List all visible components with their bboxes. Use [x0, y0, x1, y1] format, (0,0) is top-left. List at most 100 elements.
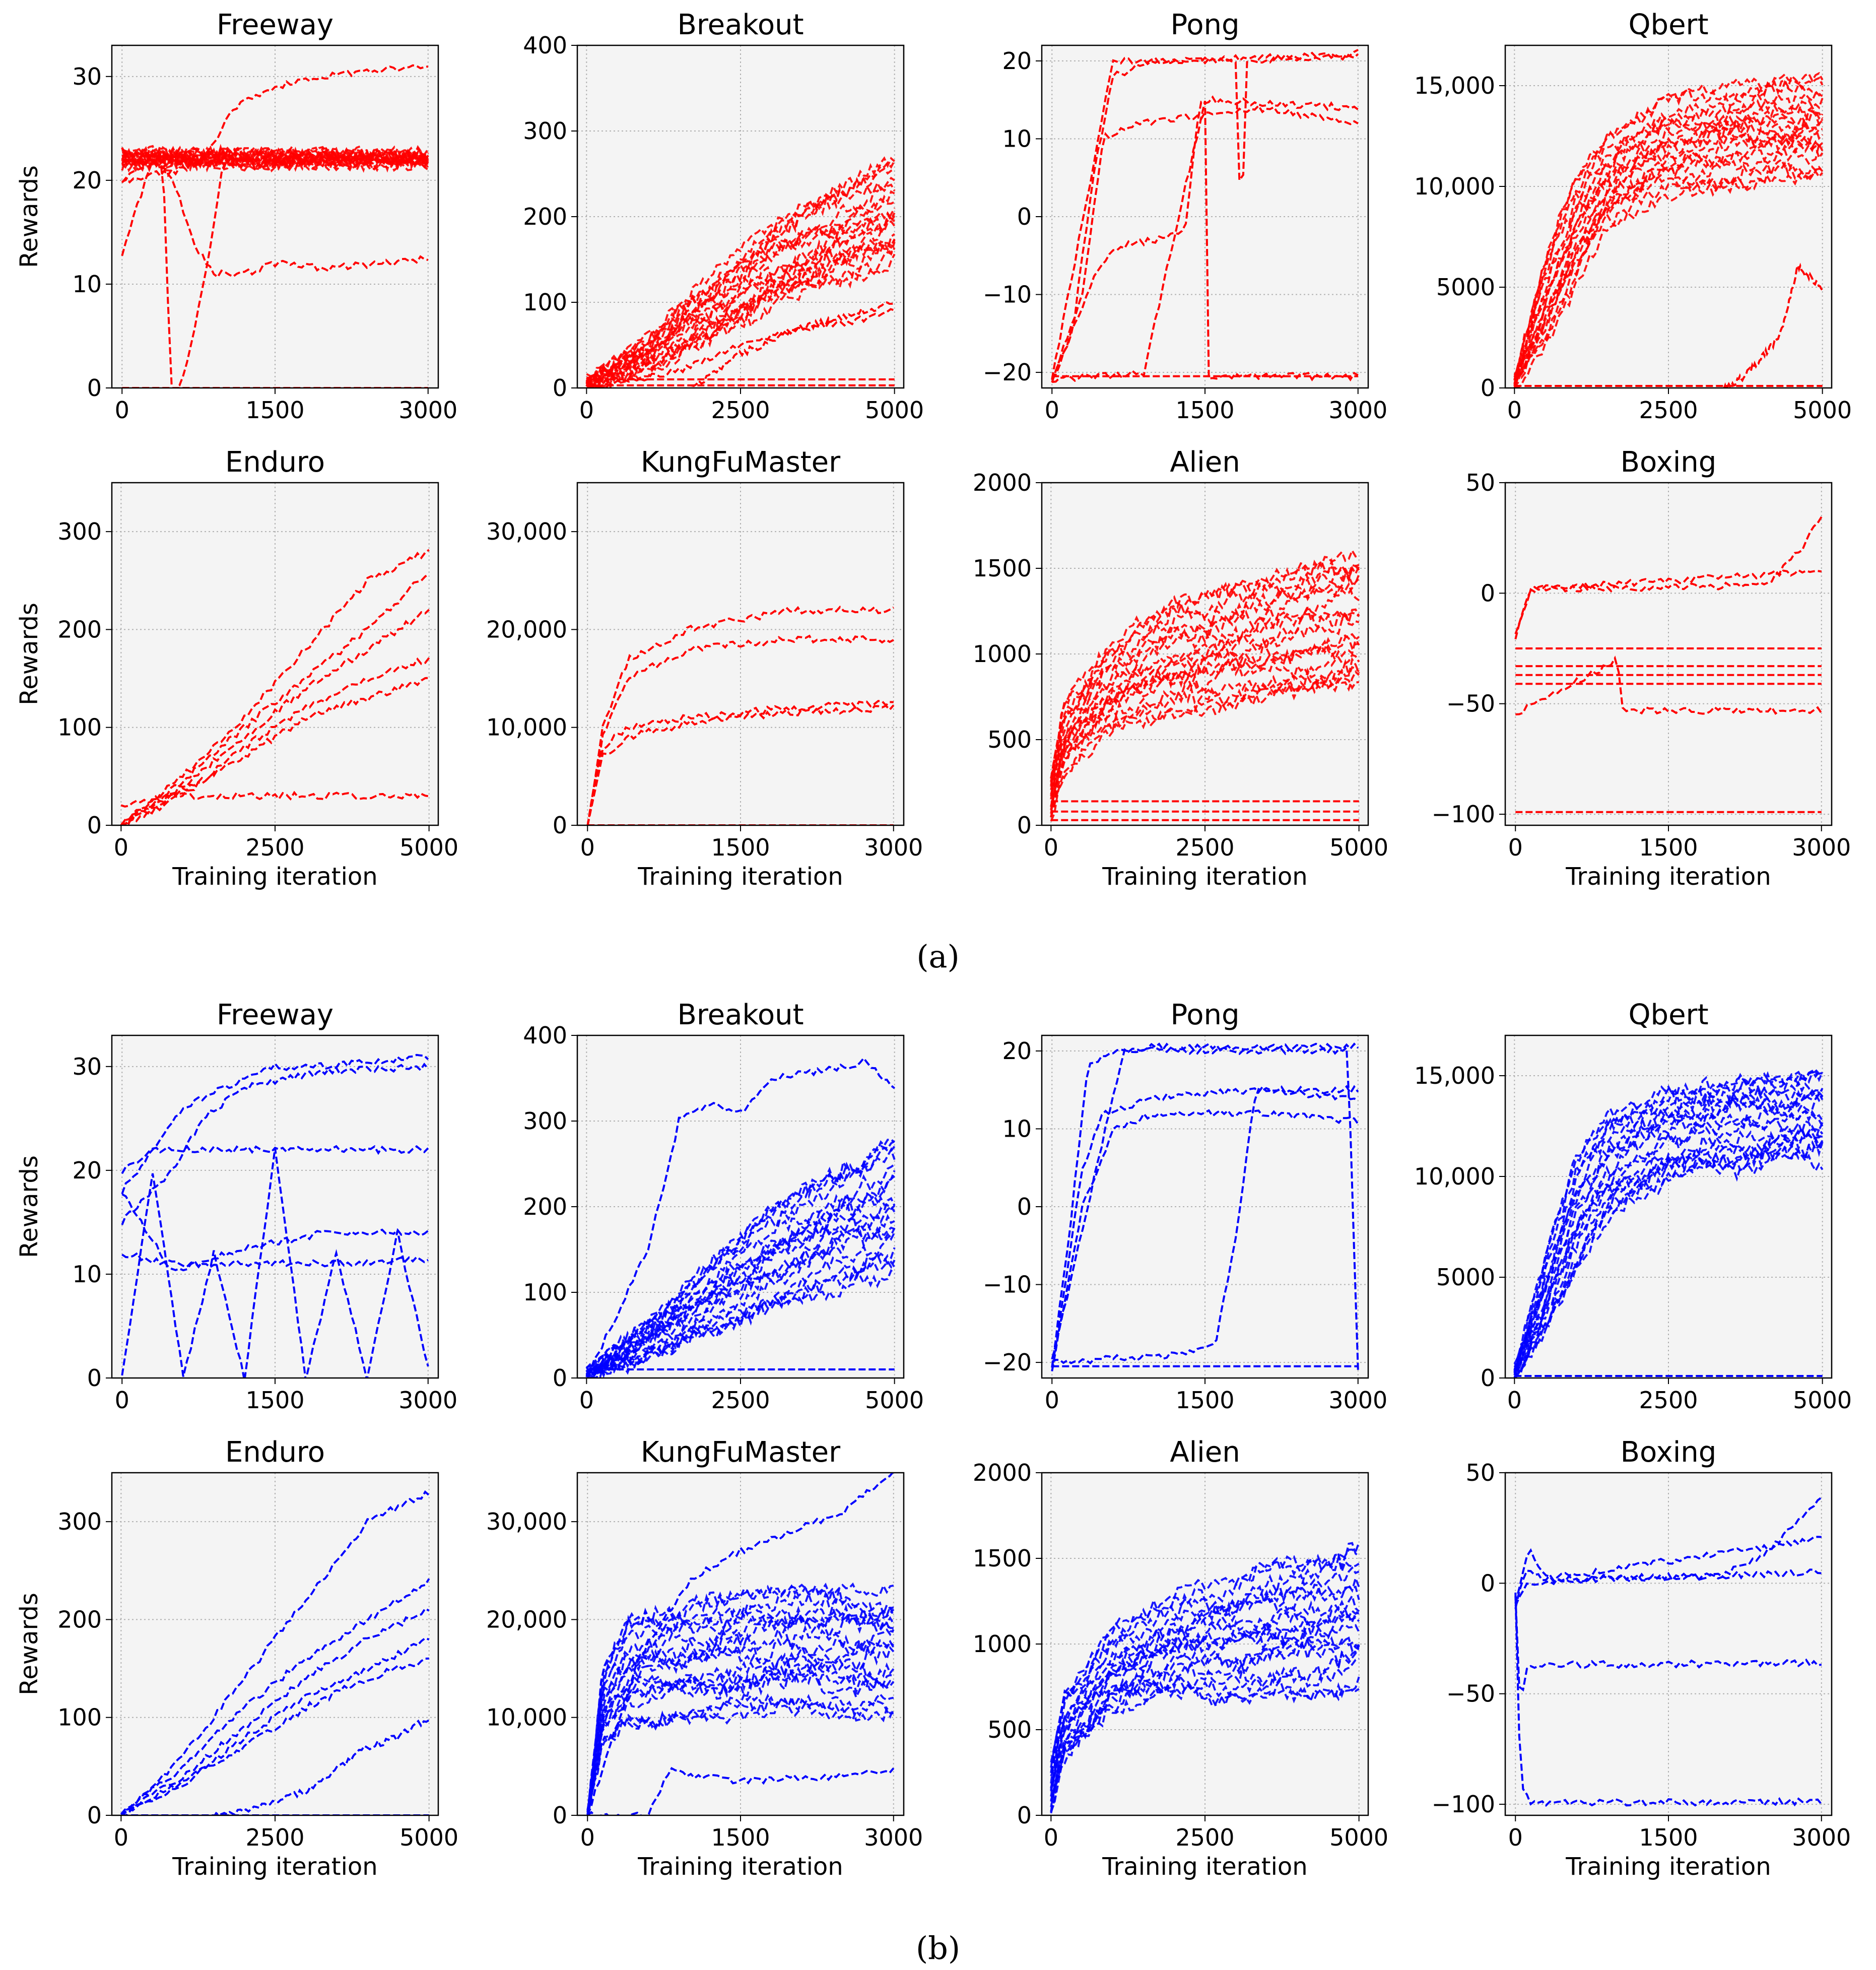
series-line-band — [1050, 577, 1360, 791]
x-tick-label: 2500 — [1639, 1387, 1698, 1414]
series-line-spike — [1051, 49, 1359, 380]
series-line-band — [1050, 1643, 1360, 1797]
x-tick-label: 3000 — [864, 834, 923, 861]
series-line-band — [586, 1607, 894, 1815]
y-tick-label: 0 — [553, 812, 567, 839]
chart-title: Boxing — [1621, 1436, 1717, 1469]
y-tick-label: 20 — [72, 1157, 102, 1184]
y-tick-label: 300 — [523, 117, 567, 145]
series-line-band — [586, 160, 896, 381]
x-tick-label: 2500 — [1175, 834, 1234, 861]
series-line-drop — [1051, 1085, 1359, 1365]
y-tick-label: 2000 — [973, 469, 1032, 496]
y-tick-label: 100 — [523, 289, 567, 316]
x-tick-label: 0 — [579, 1387, 594, 1414]
y-tick-label: 300 — [57, 1508, 102, 1535]
x-tick-label: 0 — [580, 1824, 595, 1851]
y-tick-label: 50 — [1465, 1459, 1495, 1486]
series-line-mid — [1514, 1536, 1822, 1609]
y-tick-label: 0 — [553, 1802, 567, 1829]
series-line-band — [1050, 1631, 1360, 1802]
plot-frame — [111, 44, 439, 389]
y-tick-label: 20 — [1002, 1037, 1032, 1065]
x-tick-label: 0 — [114, 1824, 128, 1851]
series-line-band — [1513, 99, 1824, 377]
panel-b-kungfumaster: 0 10,000 20,000 30,000 0 1500 3000 KungFuMaster… — [486, 1436, 923, 1881]
x-tick-label: 5000 — [399, 1824, 458, 1851]
x-tick-label: 5000 — [1793, 1387, 1852, 1414]
series-group — [1514, 1496, 1823, 1807]
plot-frame — [1041, 1034, 1369, 1379]
panel-a-enduro: 0 100 200 300 0 2500 5000 Enduro Rewards Training… — [15, 446, 458, 891]
series-line-band — [1050, 1554, 1360, 1774]
series-line-band — [1050, 565, 1360, 783]
series-line-band — [585, 253, 896, 388]
x-tick-label: 0 — [1044, 834, 1058, 861]
y-tick-label: 100 — [523, 1279, 567, 1306]
y-axis-label: Rewards — [15, 165, 43, 268]
chart-title: Pong — [1170, 999, 1239, 1031]
panel-a-breakout: 0 100 200 300 400 0 2500 5000 Breakout — [523, 9, 924, 424]
series-line-mid — [121, 1144, 429, 1174]
chart-title: Qbert — [1628, 9, 1708, 41]
y-tick-label: 200 — [523, 203, 567, 230]
x-axis-label: Training iteration — [1565, 1853, 1771, 1881]
series-line-s4 — [124, 1637, 430, 1815]
x-tick-label: 1500 — [245, 1387, 304, 1414]
series-line-band — [585, 1214, 895, 1375]
panel-a-pong: −20 −10 0 10 20 0 1500 3000 Pong — [983, 9, 1387, 424]
series-line-top — [121, 64, 429, 184]
series-line-s3 — [120, 657, 430, 825]
x-tick-label: 2500 — [1639, 397, 1698, 424]
x-tick-label: 0 — [115, 1387, 129, 1414]
chart-title: Breakout — [677, 9, 803, 41]
y-tick-label: −20 — [983, 359, 1032, 386]
series-line-s5 — [120, 573, 430, 825]
series-line-late — [1723, 262, 1824, 388]
series-line-drop2 — [1051, 1045, 1359, 1370]
series-group — [1514, 516, 1823, 813]
series-line-band — [587, 1693, 894, 1815]
x-tick-label: 0 — [1045, 397, 1059, 424]
series-line-s5 — [121, 1657, 429, 1815]
y-tick-label: −50 — [1446, 1680, 1495, 1708]
caption-a: (a) — [916, 938, 959, 975]
y-tick-label: 1500 — [973, 1545, 1032, 1572]
series-line-band — [1513, 109, 1824, 386]
plot-frame — [111, 1034, 439, 1379]
y-tick-label: 0 — [87, 1364, 102, 1392]
panel-b-freeway: 0 10 20 30 0 1500 3000 Freeway Rewards — [15, 999, 457, 1414]
series-line-band — [1513, 1110, 1824, 1374]
series-line-band — [585, 156, 895, 384]
x-tick-label: 2500 — [711, 397, 770, 424]
series-line-mid2 — [1514, 1568, 1822, 1607]
y-tick-label: 50 — [1465, 469, 1495, 496]
x-tick-label: 5000 — [399, 834, 458, 861]
x-tick-label: 5000 — [1793, 397, 1852, 424]
y-tick-label: 0 — [1017, 1802, 1032, 1829]
series-line-s2 — [121, 1578, 430, 1815]
series-line-band — [1050, 1605, 1360, 1789]
series-line-band — [585, 239, 896, 387]
y-tick-label: 10 — [1002, 1115, 1032, 1142]
chart-title: KungFuMaster — [641, 1436, 841, 1469]
chart-title: Alien — [1170, 1436, 1240, 1469]
y-tick-label: 400 — [523, 1022, 567, 1049]
series-line-top2 — [121, 1062, 429, 1225]
series-group — [586, 605, 895, 825]
y-tick-label: 20 — [72, 167, 102, 194]
series-line-band — [1514, 1149, 1824, 1378]
plot-frame — [576, 1472, 905, 1816]
series-line-band — [1050, 667, 1360, 818]
series-line-band — [1050, 653, 1360, 814]
series-line-top — [1051, 1042, 1359, 1368]
plot-frame — [1041, 1472, 1369, 1816]
series-line-band — [1514, 1125, 1823, 1372]
series-line-band — [586, 1604, 895, 1812]
x-tick-label: 2500 — [711, 1387, 770, 1414]
series-line-band — [587, 1603, 895, 1815]
series-group — [1051, 49, 1359, 383]
y-tick-label: 10,000 — [486, 714, 567, 741]
y-tick-label: −100 — [1432, 801, 1495, 828]
